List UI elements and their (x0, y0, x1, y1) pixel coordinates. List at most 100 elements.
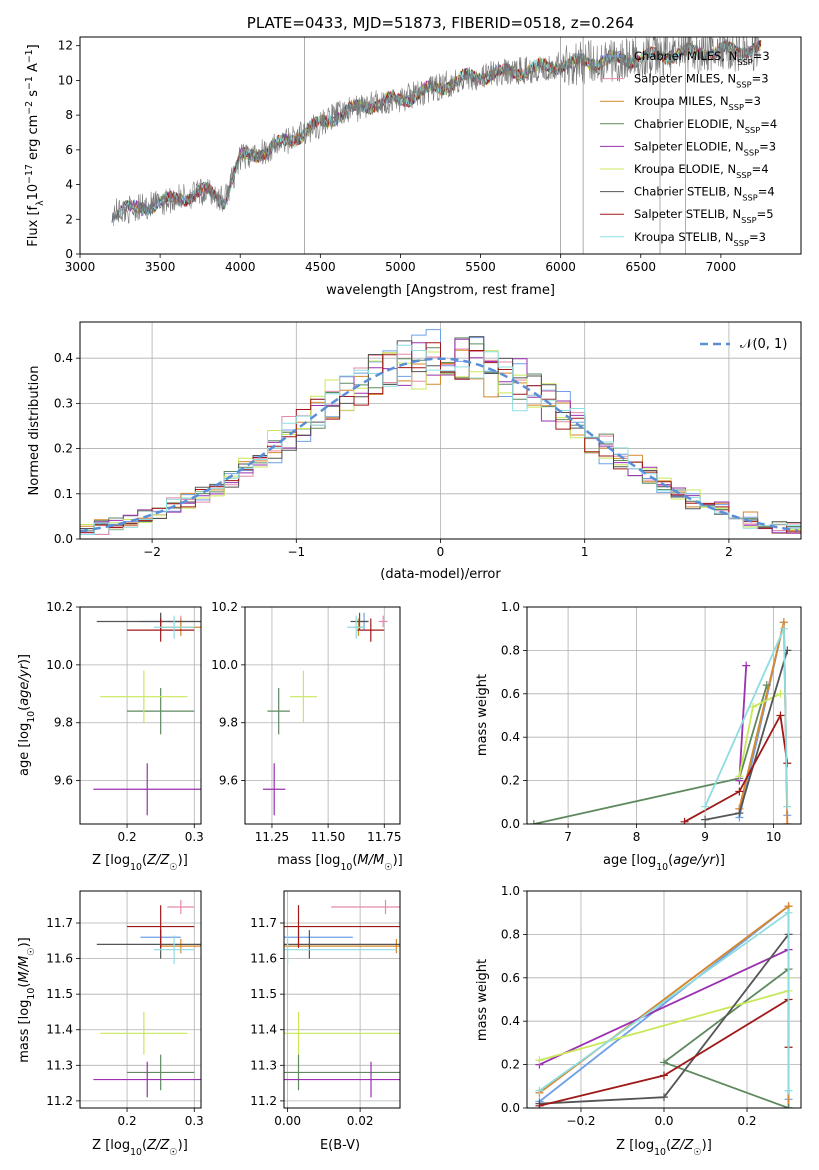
label-part: erg cm (26, 115, 41, 164)
weight-marker (784, 1104, 793, 1108)
histogram-step (80, 338, 801, 535)
x-tick-label: −1 (287, 545, 305, 559)
weight-marker (735, 772, 744, 781)
weight-marker (680, 817, 689, 824)
label-part: ( (142, 1138, 147, 1153)
label-part: Z/Z (146, 853, 170, 868)
legend-entry: Chabrier STELIB, NSSP=4 (634, 185, 775, 203)
y-tick-label: 11.7 (250, 916, 277, 930)
x-axis-label: age [log10(age/yr)] (603, 853, 725, 873)
label-part: =3 (744, 94, 761, 108)
y-tick-label: 10.0 (211, 658, 238, 672)
y-tick-label: 11.6 (250, 952, 277, 966)
y-tick-label: 0.4 (501, 730, 520, 744)
label-part: )] (17, 937, 32, 947)
y-tick-label: 4 (65, 178, 73, 192)
y-tick-label: 11.5 (250, 987, 277, 1001)
weight-marker (783, 820, 792, 824)
weight-marker (701, 802, 710, 811)
plot-area (80, 329, 801, 535)
label-part: ] (26, 44, 41, 49)
plot-area (529, 618, 792, 824)
y-tick-label: 11.3 (250, 1058, 277, 1072)
label-part: Salpeter MILES, N (634, 72, 736, 86)
chart-title: PLATE=0433, MJD=51873, FIBERID=0518, z=0… (247, 14, 634, 32)
z-age-panel: 0.2 0.3 9.6 9.8 10.0 10.2 (46, 600, 204, 844)
legend-entry: 𝒩(0, 1) (740, 337, 787, 352)
label-part: mass [log (17, 1000, 32, 1063)
legend-entry: Salpeter MILES, NSSP=3 (634, 72, 769, 90)
y-tick-label: 10.2 (46, 600, 73, 614)
z-mass-panel: 0.2 0.3 11.2 11.3 11.4 11.5 11.6 11.7 (46, 890, 204, 1128)
x-tick-label: 0 (437, 545, 445, 559)
weight-marker (735, 787, 744, 796)
weight-line (738, 621, 789, 824)
axes-frame (526, 606, 802, 825)
label-part: =3 (749, 230, 766, 244)
y-tick-label: 11.4 (46, 1023, 73, 1037)
x-tick-label: 2 (725, 545, 733, 559)
y-axis-label: mass weight (475, 959, 490, 1041)
y-axis-label: Normed distribution (27, 366, 42, 496)
plot-area (284, 899, 400, 1098)
x-tick-label: 5000 (385, 260, 416, 274)
label-part: )] (393, 853, 403, 868)
label-part: Salpeter STELIB, N (634, 207, 741, 221)
weight-marker (660, 1093, 668, 1102)
y-tick-label: 6 (65, 143, 73, 157)
label-part: age/yr (673, 853, 716, 868)
label-part: age [log (17, 723, 32, 776)
weight-marker (660, 1058, 668, 1067)
label-part: 10 (26, 711, 37, 723)
y-tick-label: 1.0 (501, 600, 520, 614)
y-tick-label: 0.6 (501, 687, 520, 701)
y-tick-label: 0.0 (501, 1101, 520, 1115)
mass-age-panel: 11.25 11.50 11.75 9.6 9.8 10.0 10.2 (211, 600, 401, 844)
y-axis-label: mass [log10(M/M☉)] (17, 937, 37, 1063)
x-axis-label: wavelength [Angstrom, rest frame] (326, 283, 555, 298)
x-axis-label: E(B-V) (320, 1138, 360, 1153)
y-tick-label: 12 (58, 39, 73, 53)
y-tick-label: 10 (58, 73, 73, 87)
label-part: )] (178, 853, 188, 868)
label-part: Chabrier MILES, N (634, 49, 737, 63)
label-part: ( (142, 853, 147, 868)
x-tick-label: 6500 (626, 260, 657, 274)
x-axis-label: Z [log10(Z/Z☉)] (616, 1138, 712, 1158)
y-tick-label: 9.8 (219, 716, 238, 730)
label-part: SSP (744, 147, 759, 157)
y-tick-label: 0.1 (54, 487, 73, 501)
axes-frame (79, 890, 202, 1109)
label-part: A (26, 63, 41, 76)
axes-frame (526, 890, 802, 1109)
y-tick-label: 0.3 (54, 396, 73, 410)
y-tick-label: 1.0 (501, 884, 520, 898)
x-tick-label: 0.3 (185, 830, 204, 844)
weight-marker (749, 702, 758, 711)
y-tick-label: 11.5 (46, 987, 73, 1001)
z-weight-panel: −0.2 0.0 0.2 0.0 0.2 0.4 0.6 0.8 1.0 (501, 884, 802, 1128)
weight-marker (535, 1086, 544, 1095)
age-weight-panel: 7 8 9 10 0.0 0.2 0.4 0.6 0.8 1.0 (501, 600, 802, 844)
y-axis-label: age [log10(age/yr)] (17, 654, 37, 776)
label-part: 10 (130, 1147, 142, 1158)
weight-marker (742, 661, 751, 670)
legend-entry: Kroupa ELODIE, NSSP=4 (634, 162, 769, 180)
y-tick-label: 0.8 (501, 643, 520, 657)
histogram-panel: −2 −1 0 1 2 0.0 0.1 0.2 0.3 0.4 (54, 321, 802, 559)
y-tick-label: 8 (65, 108, 73, 122)
y-tick-label: 2 (65, 212, 73, 226)
x-tick-label: −0.2 (566, 1114, 595, 1128)
y-tick-label: 11.3 (46, 1058, 73, 1072)
y-tick-label: 0.2 (54, 442, 73, 456)
weight-marker (660, 1071, 668, 1080)
label-part: )] (702, 1138, 712, 1153)
x-axis-label: Z [log10(Z/Z☉)] (92, 1138, 188, 1158)
x-tick-label: 3000 (65, 260, 96, 274)
label-part: 10 (26, 184, 41, 201)
label-part: Z [log (616, 1138, 654, 1153)
axes-frame (79, 36, 802, 255)
label-part: mass [log (277, 853, 340, 868)
x-tick-label: 0.02 (347, 1114, 374, 1128)
label-part: =3 (752, 72, 769, 86)
